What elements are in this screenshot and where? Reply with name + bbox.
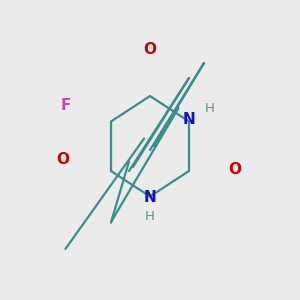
Text: O: O: [56, 152, 69, 167]
Text: H: H: [145, 210, 155, 223]
Text: O: O: [143, 42, 157, 57]
Text: O: O: [229, 162, 242, 177]
Text: H: H: [205, 101, 215, 115]
Text: F: F: [61, 98, 71, 113]
Text: N: N: [144, 190, 156, 206]
Text: N: N: [183, 112, 195, 128]
